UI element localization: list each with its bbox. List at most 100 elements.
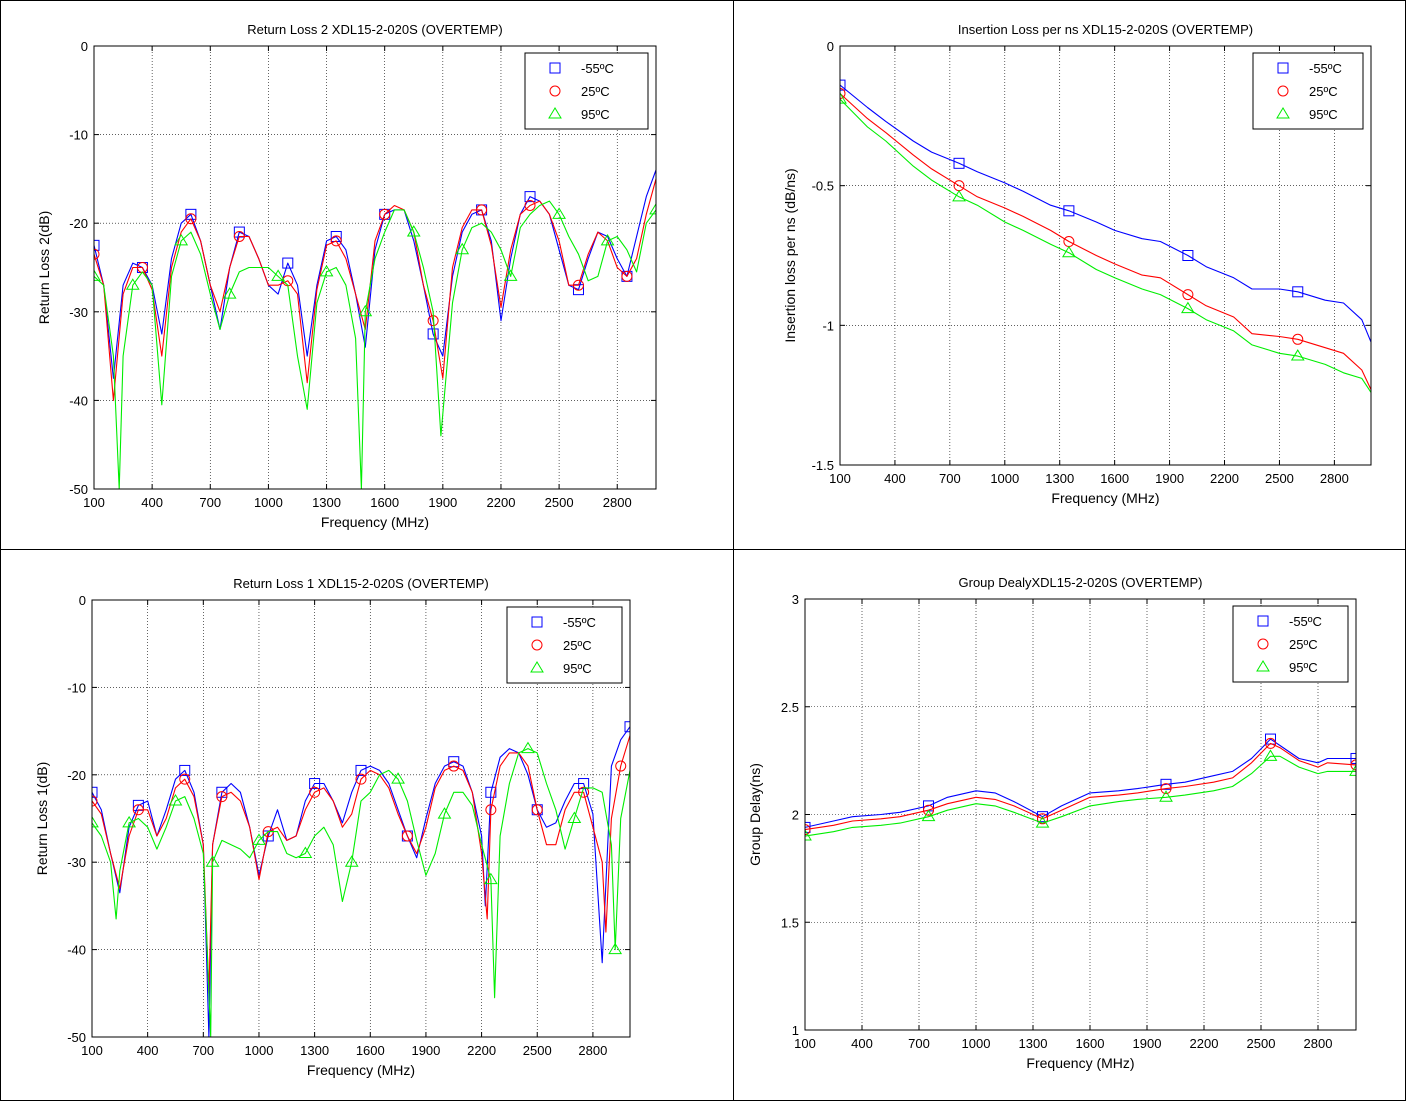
data-point-marker [309,786,321,798]
data-point-marker [122,815,136,828]
legend-marker [1276,107,1290,119]
data-point-marker [448,760,460,772]
legend-marker [1256,660,1270,672]
data-point-marker [649,202,656,215]
series-0 [92,721,630,1037]
data-point-marker [358,304,373,317]
data-point-marker [485,804,497,816]
data-point-marker [125,278,140,290]
series-line [805,738,1356,828]
series-line [94,200,656,489]
y-tick-label: 1 [792,1023,799,1038]
x-tick-label: 2500 [523,1043,552,1058]
data-point-marker [179,764,191,776]
series-1 [840,87,1371,390]
data-point-marker [222,287,237,299]
data-point-marker [401,830,413,842]
chart-title: Insertion Loss per ns XDL15-2-020S (OVER… [958,22,1253,37]
series-line [805,755,1356,837]
data-point-marker [805,829,812,841]
data-point-marker [437,807,452,819]
y-tick-label: -10 [69,128,88,143]
y-axis-label: Return Loss 1(dB) [34,762,50,876]
x-tick-label: 1900 [411,1043,440,1058]
x-tick-label: 100 [829,471,851,486]
series-line [840,93,1371,390]
data-point-marker [953,157,965,169]
data-point-marker [252,833,266,845]
chart-group-delay: Group DealyXDL15-2-020S (OVERTEMP) Freque… [747,575,1357,1071]
legend: -55ºC 25ºC 95ºC [1252,52,1364,130]
legend-marker [549,85,561,97]
data-point-marker [132,804,144,816]
x-tick-label: 1600 [356,1043,385,1058]
x-tick-label: 2500 [545,495,574,510]
y-tick-label: 3 [792,592,799,607]
y-tick-label: -0.5 [812,179,834,194]
legend-label: -55ºC [581,61,614,76]
data-point-marker [840,87,846,99]
chart-title: Group DealyXDL15-2-020S (OVERTEMP) [959,575,1203,590]
chart-insertion-loss: Insertion Loss per ns XDL15-2-020S (OVER… [782,22,1372,506]
data-point-marker [1182,250,1194,261]
data-point-marker [531,804,543,816]
series-line [840,98,1371,393]
data-point-marker [521,741,535,754]
series-line [94,178,656,401]
chart-title: Return Loss 2 XDL15-2-020S (OVERTEMP) [247,22,503,37]
x-tick-label: 1000 [254,495,283,510]
data-point-marker [1160,778,1172,790]
y-tick-label: -20 [67,768,86,783]
y-tick-label: -1 [822,318,834,333]
series-1 [805,737,1356,836]
legend-label: 95ºC [563,661,592,676]
data-point-marker [600,233,615,246]
x-tick-label: 100 [794,1036,816,1051]
data-point-marker [216,791,228,803]
data-point-marker [476,204,488,216]
y-tick-label: 1.5 [781,915,799,930]
y-tick-label: -40 [67,943,86,958]
x-tick-label: 1000 [990,471,1019,486]
data-point-marker [379,208,391,220]
chart-panel-insertion-loss: Insertion Loss per ns XDL15-2-020S (OVER… [733,0,1406,551]
data-point-marker [621,270,633,282]
chart-return-loss-2: Return Loss 2 XDL15-2-020S (OVERTEMP) Fre… [36,22,657,530]
x-tick-label: 700 [908,1036,930,1051]
data-point-marker [168,794,183,806]
x-tick-label: 2200 [487,495,516,510]
legend-marker [549,62,561,74]
x-tick-label: 2800 [603,495,632,510]
plot-area [804,598,1357,1031]
legend: -55ºC 25ºC 95ºC [1232,605,1349,683]
x-tick-label: 1900 [428,495,457,510]
data-point-marker [391,772,405,784]
data-point-marker [355,764,367,776]
legend-label: 25ºC [1309,84,1338,99]
legend-marker [531,639,543,651]
y-tick-label: -30 [69,305,88,320]
plot-area [839,45,1372,466]
data-point-marker [205,855,220,867]
x-tick-label: 700 [199,495,221,510]
y-tick-label: 0 [81,39,88,54]
x-tick-label: 1300 [300,1043,329,1058]
legend-label: -55ºC [1309,61,1342,76]
series-line [840,84,1371,343]
data-point-marker [355,773,367,785]
chart-panel-group-delay: Group DealyXDL15-2-020S (OVERTEMP) Freque… [733,549,1406,1101]
x-tick-label: 700 [939,471,961,486]
data-point-marker [567,811,582,823]
y-tick-label: -30 [67,855,86,870]
data-point-marker [309,778,321,790]
chart-title: Return Loss 1 XDL15-2-020S (OVERTEMP) [233,576,489,591]
data-point-marker [94,269,101,281]
data-point-marker [1350,759,1356,771]
legend-marker [1277,62,1289,74]
data-point-marker [1037,813,1048,825]
legend-label: 25ºC [1289,637,1318,652]
legend-marker [531,616,543,628]
data-point-marker [92,795,98,807]
x-tick-label: 400 [141,495,163,510]
